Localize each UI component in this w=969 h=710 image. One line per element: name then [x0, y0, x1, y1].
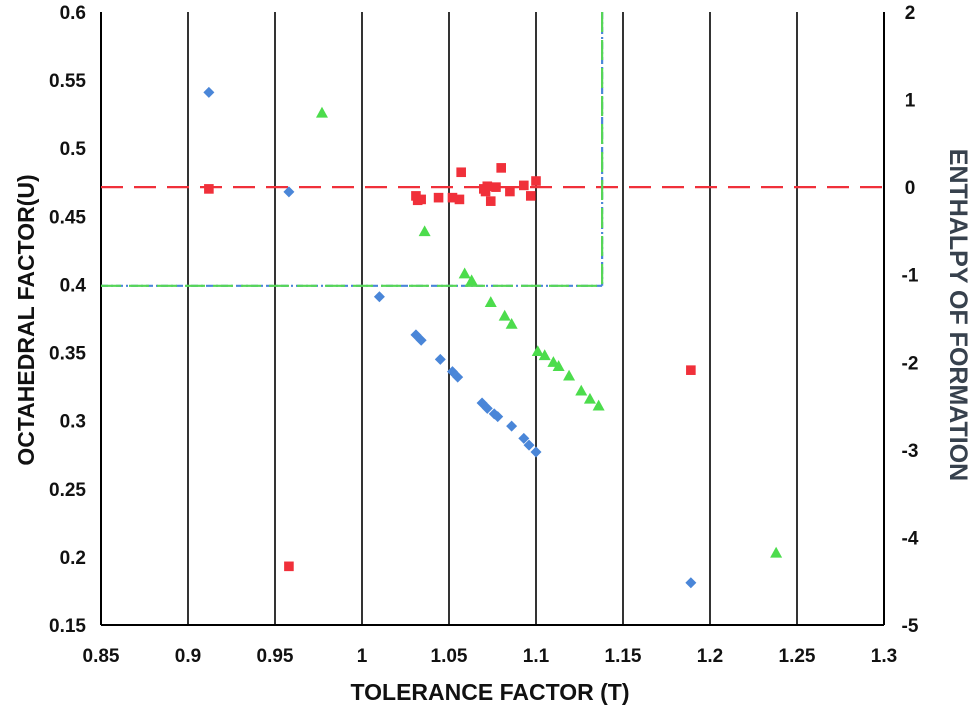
square-point [416, 194, 426, 205]
x-tick-label: 1.05 [431, 646, 468, 667]
y-tick-label: 0.55 [49, 71, 86, 92]
triangle-point [505, 317, 518, 329]
triangle-point [458, 267, 471, 279]
x-tick-label: 1.1 [523, 646, 550, 667]
y-tick-label: 0.4 [60, 275, 87, 296]
y-tick-label: 0.3 [60, 412, 86, 433]
triangle-point [770, 546, 783, 558]
square-point [491, 182, 501, 192]
triangle-point [465, 274, 478, 286]
x-tick-label: 0.85 [83, 646, 120, 667]
y-tick-label: 0.6 [60, 3, 86, 24]
square-point [686, 365, 696, 375]
triangle-point [484, 296, 497, 307]
diamond-point [415, 334, 427, 346]
square-point [496, 163, 506, 173]
y2-tick-label: -3 [902, 441, 919, 462]
y2-tick-label: 1 [905, 91, 916, 112]
diamond-point [530, 446, 542, 458]
data-points [203, 86, 783, 589]
triangle-point [498, 309, 511, 321]
y2-tick-label: -4 [902, 528, 919, 549]
triangle-point [531, 345, 544, 356]
diamond-point [283, 186, 295, 198]
x-tick-label: 1.2 [697, 646, 723, 667]
y-tick-label: 0.15 [49, 616, 86, 637]
diamond-point [685, 577, 697, 589]
square-point [447, 192, 458, 203]
diamond-point [452, 371, 464, 383]
tick-labels: 0.85 0.9 0.95 1 1.05 1.1 1.15 1.2 1.25 1.3 0.15 0.2… [49, 3, 919, 667]
x-tick-label: 0.9 [175, 646, 201, 667]
triangle-point [563, 369, 576, 381]
diamond-point [434, 353, 446, 365]
reference-lines [101, 12, 884, 287]
diamond-point [492, 411, 504, 423]
diamond-point [373, 291, 385, 303]
square-point [454, 194, 465, 205]
gridlines [100, 12, 885, 626]
square-point [485, 196, 496, 206]
y2-axis-title: ENTHALPY OF FORMATION [944, 149, 969, 481]
triangle-point [592, 399, 605, 411]
square-point [480, 186, 491, 197]
square-point [525, 191, 536, 201]
triangle-point [552, 360, 565, 371]
x-tick-label: 1.3 [871, 646, 897, 667]
diamond-point [203, 86, 215, 98]
triangle-point [583, 392, 596, 404]
diamond-point [506, 420, 518, 432]
square-point [433, 192, 444, 203]
y-tick-label: 0.5 [60, 139, 87, 160]
x-tick-label: 1 [357, 646, 368, 667]
x-tick-label: 0.95 [257, 646, 294, 667]
diamond-point [481, 402, 493, 414]
y-tick-label: 0.25 [49, 480, 86, 501]
triangle-point [315, 106, 328, 118]
triangle-point [538, 349, 551, 361]
y-axis-title: OCTAHEDRAL FACTOR(U) [13, 174, 39, 465]
y-tick-label: 0.35 [49, 344, 86, 365]
x-tick-label: 1.15 [605, 646, 642, 667]
square-point [505, 186, 515, 197]
x-axis-title: TOLERANCE FACTOR (T) [351, 679, 630, 705]
diamond-point [518, 432, 530, 444]
diamond-point [523, 439, 535, 451]
square-point [519, 180, 529, 191]
y2-tick-label: -5 [902, 616, 919, 637]
y2-tick-label: -2 [902, 353, 919, 374]
square-point [284, 561, 294, 572]
square-point [531, 176, 541, 186]
y2-tick-label: 0 [905, 178, 916, 199]
square-point [482, 181, 493, 192]
square-point [456, 167, 466, 178]
y-tick-label: 0.45 [49, 207, 86, 228]
triangle-point [575, 384, 588, 396]
y2-tick-label: 2 [905, 3, 916, 24]
triangle-point [418, 225, 431, 237]
square-point [204, 184, 214, 194]
x-tick-label: 1.25 [779, 646, 816, 667]
y2-tick-label: -1 [902, 266, 919, 287]
y-tick-label: 0.2 [60, 548, 86, 569]
